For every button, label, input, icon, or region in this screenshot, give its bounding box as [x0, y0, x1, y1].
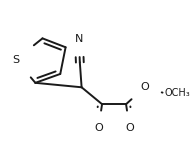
- Text: N: N: [75, 34, 83, 44]
- Text: O: O: [140, 82, 149, 92]
- Text: O: O: [94, 123, 103, 133]
- Text: OCH₃: OCH₃: [164, 88, 190, 98]
- Text: O: O: [125, 123, 134, 133]
- Text: S: S: [12, 55, 19, 65]
